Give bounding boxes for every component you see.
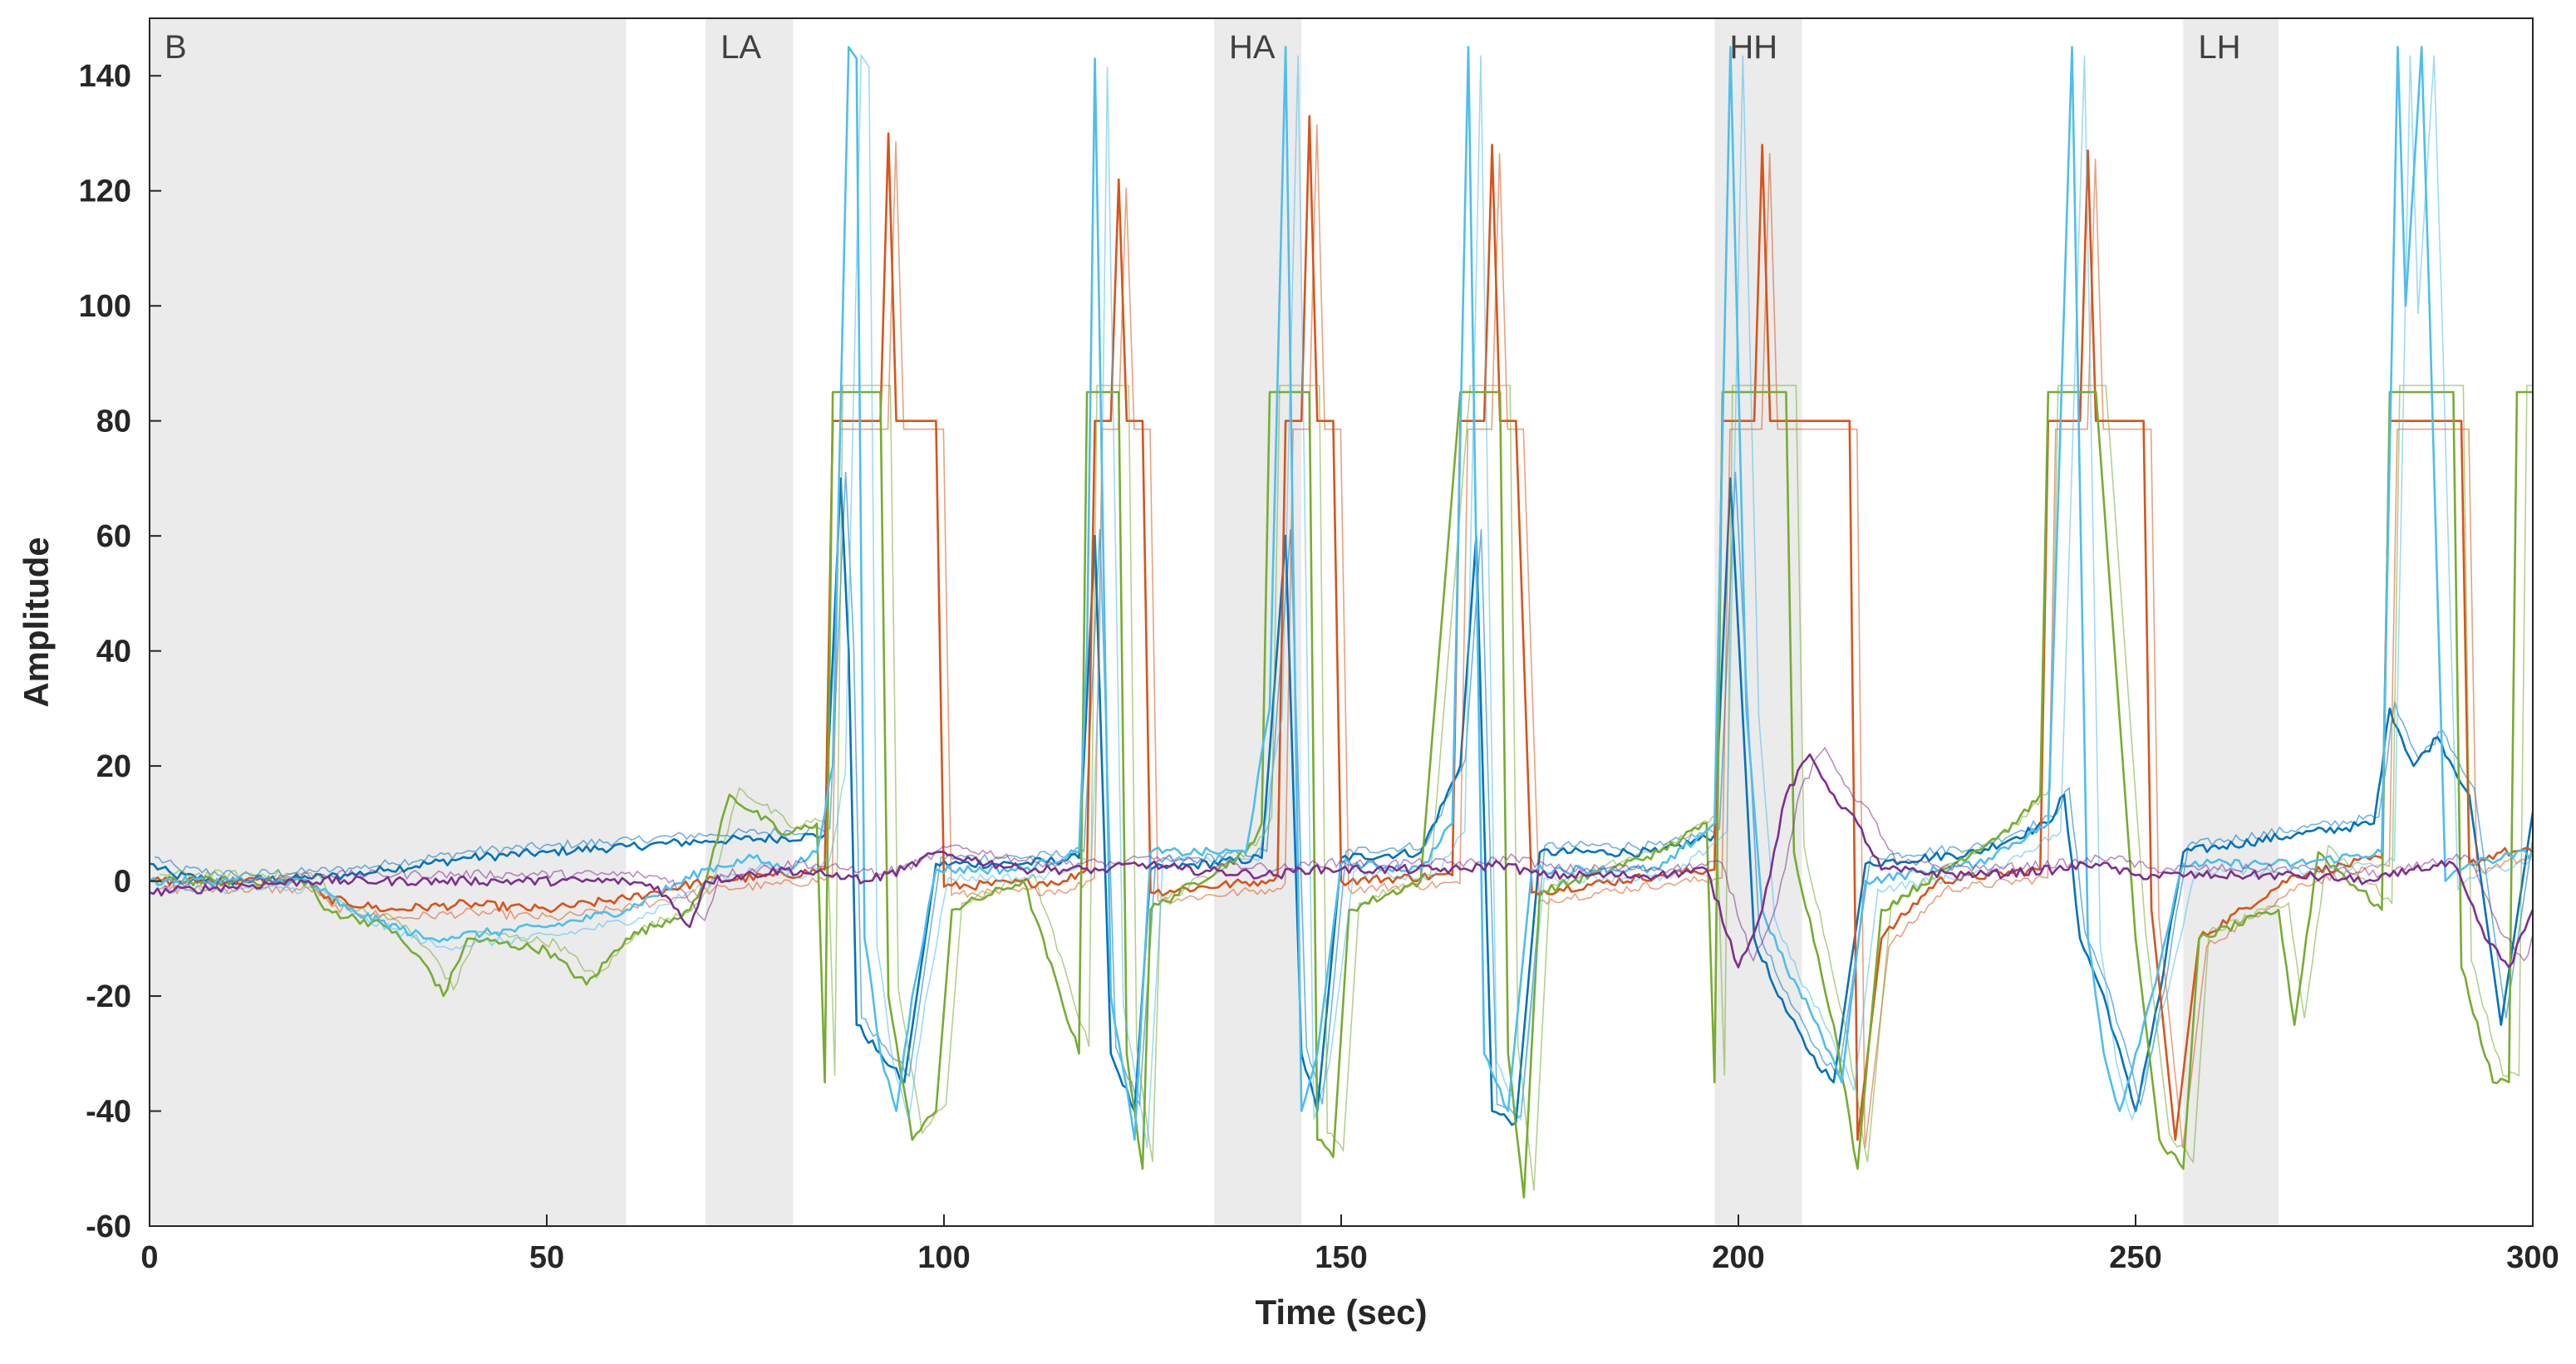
- phase-label-hh: HH: [1729, 29, 1777, 66]
- x-tick-label: 100: [917, 1240, 970, 1275]
- phase-band-la: [705, 18, 794, 1226]
- x-tick-label: 200: [1712, 1240, 1764, 1275]
- y-tick-label: -60: [86, 1209, 131, 1244]
- phase-band-lh: [2183, 18, 2279, 1226]
- series-line-channel-5-echo: [164, 746, 2533, 963]
- x-axis-title: Time (sec): [1256, 1293, 1428, 1332]
- y-tick-label: 0: [114, 865, 131, 900]
- series-line-channel-2: [150, 115, 2533, 1141]
- y-tick-label: 40: [96, 635, 131, 670]
- y-tick-label: 60: [96, 519, 131, 554]
- phase-labels: B LA HA HH LH: [165, 29, 2241, 66]
- phase-band-ha: [1214, 18, 1302, 1226]
- series-lines: [150, 46, 2533, 1199]
- series-line-channel-2-echo: [156, 124, 2533, 1149]
- phase-label-la: LA: [720, 29, 761, 66]
- axes: 0 50 100 150 200 250 300 -60 -40 -20 0 20 40 60 80 100 1…: [79, 17, 2559, 1275]
- x-tick-label: 250: [2109, 1240, 2161, 1275]
- x-tick-label: 50: [529, 1240, 564, 1275]
- series-line-channel-4-echo: [161, 53, 2533, 1149]
- y-tick-label: 100: [79, 289, 131, 324]
- series-line-channel-5: [150, 753, 2533, 969]
- x-tick-label: 0: [140, 1240, 158, 1275]
- x-tick-label: 300: [2506, 1240, 2559, 1275]
- phase-band-b: [150, 18, 627, 1226]
- phase-label-b: B: [165, 29, 187, 66]
- y-tick-label: 20: [96, 749, 131, 784]
- series-line-channel-3: [150, 390, 2533, 1199]
- x-tick-label: 150: [1315, 1240, 1367, 1275]
- y-tick-label: -40: [86, 1095, 131, 1130]
- y-tick-label: 80: [96, 405, 131, 439]
- phase-label-ha: HA: [1229, 29, 1276, 66]
- y-tick-label: 120: [79, 174, 131, 209]
- y-tick-label: 140: [79, 59, 131, 94]
- series-line-channel-1-echo: [154, 471, 2533, 1120]
- y-axis-title: Amplitude: [17, 537, 56, 707]
- y-tick-label: -20: [86, 979, 131, 1014]
- series-line-channel-4: [150, 46, 2533, 1141]
- series-line-channel-3-echo: [159, 385, 2533, 1191]
- phase-label-lh: LH: [2198, 29, 2240, 66]
